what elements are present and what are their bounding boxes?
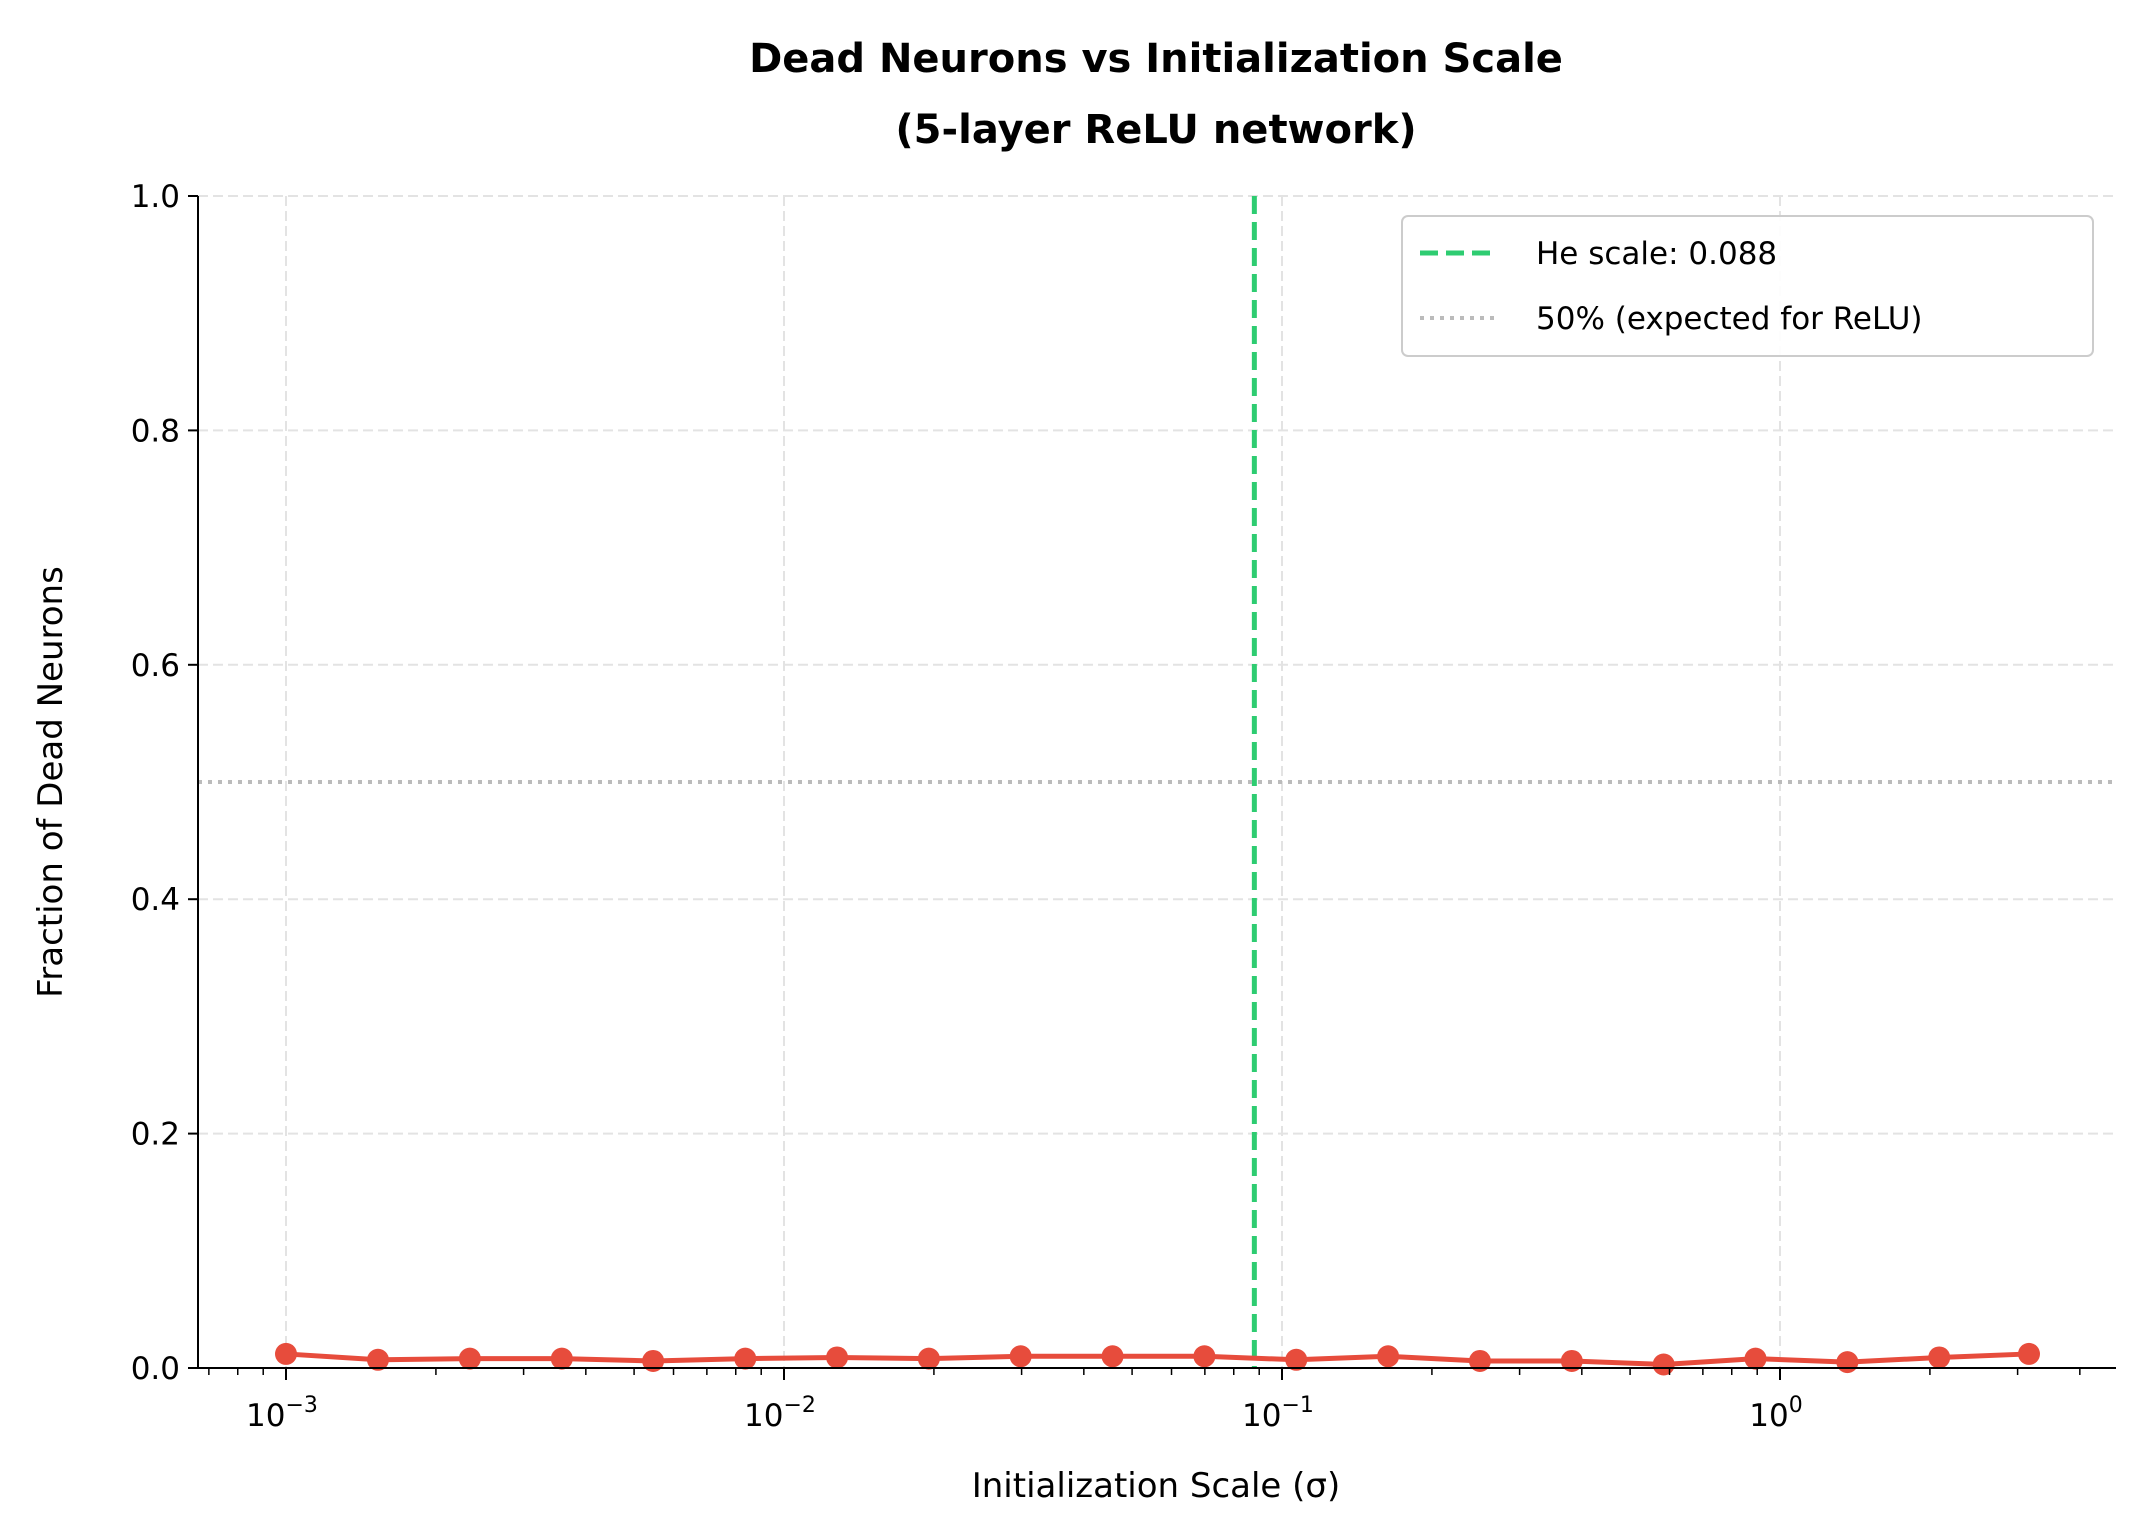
reference-lines	[198, 196, 2116, 1368]
y-tick-label: 0.4	[131, 882, 180, 918]
y-tick-label: 0.8	[131, 413, 180, 449]
x-tick-label: 10−2	[744, 1393, 816, 1434]
data-point	[1193, 1345, 1216, 1368]
data-point	[917, 1347, 940, 1370]
data-point	[2018, 1342, 2041, 1365]
data-point	[1285, 1348, 1308, 1371]
x-tick-label: 10−3	[246, 1393, 318, 1434]
x-axis-label: Initialization Scale (σ)	[972, 1466, 1341, 1506]
legend-frame	[1401, 215, 2094, 357]
data-point	[1652, 1353, 1675, 1376]
chart-subtitle: (5-layer ReLU network)	[895, 107, 1416, 153]
data-point	[366, 1348, 389, 1371]
y-tick-label: 1.0	[131, 179, 180, 215]
legend: He scale: 0.088 50% (expected for ReLU)	[1401, 215, 2094, 357]
data-point	[1468, 1349, 1491, 1372]
legend-50pct-label: 50% (expected for ReLU)	[1536, 301, 1923, 337]
data-point	[1928, 1346, 1951, 1369]
grid	[198, 195, 2116, 1368]
data-point	[1009, 1345, 1032, 1368]
y-tick-label: 0.0	[131, 1351, 180, 1387]
x-tick-label: 100	[1749, 1393, 1802, 1434]
y-tick-label: 0.2	[131, 1117, 180, 1153]
axes: 0.0 0.2 0.4 0.6 0.8 1.0 10−3 10−2 10−1 100	[131, 179, 2116, 1434]
data-point	[734, 1347, 757, 1370]
data-point	[1377, 1345, 1400, 1368]
data-point	[1744, 1347, 1767, 1370]
data-point	[1560, 1349, 1583, 1372]
y-axis-label: Fraction of Dead Neurons	[31, 566, 71, 998]
data-point	[1836, 1351, 1859, 1374]
data-point	[550, 1347, 573, 1370]
data-line	[285, 1351, 2030, 1367]
chart-title: Dead Neurons vs Initialization Scale	[749, 36, 1563, 82]
data-point	[275, 1342, 297, 1365]
data-point	[642, 1349, 665, 1372]
y-tick-label: 0.6	[131, 648, 180, 684]
legend-he-label: He scale: 0.088	[1536, 236, 1777, 272]
data-point	[1101, 1345, 1124, 1368]
x-tick-label: 10−1	[1242, 1393, 1314, 1434]
series	[275, 1342, 2041, 1376]
data-point	[826, 1346, 849, 1369]
data-point	[458, 1347, 481, 1370]
